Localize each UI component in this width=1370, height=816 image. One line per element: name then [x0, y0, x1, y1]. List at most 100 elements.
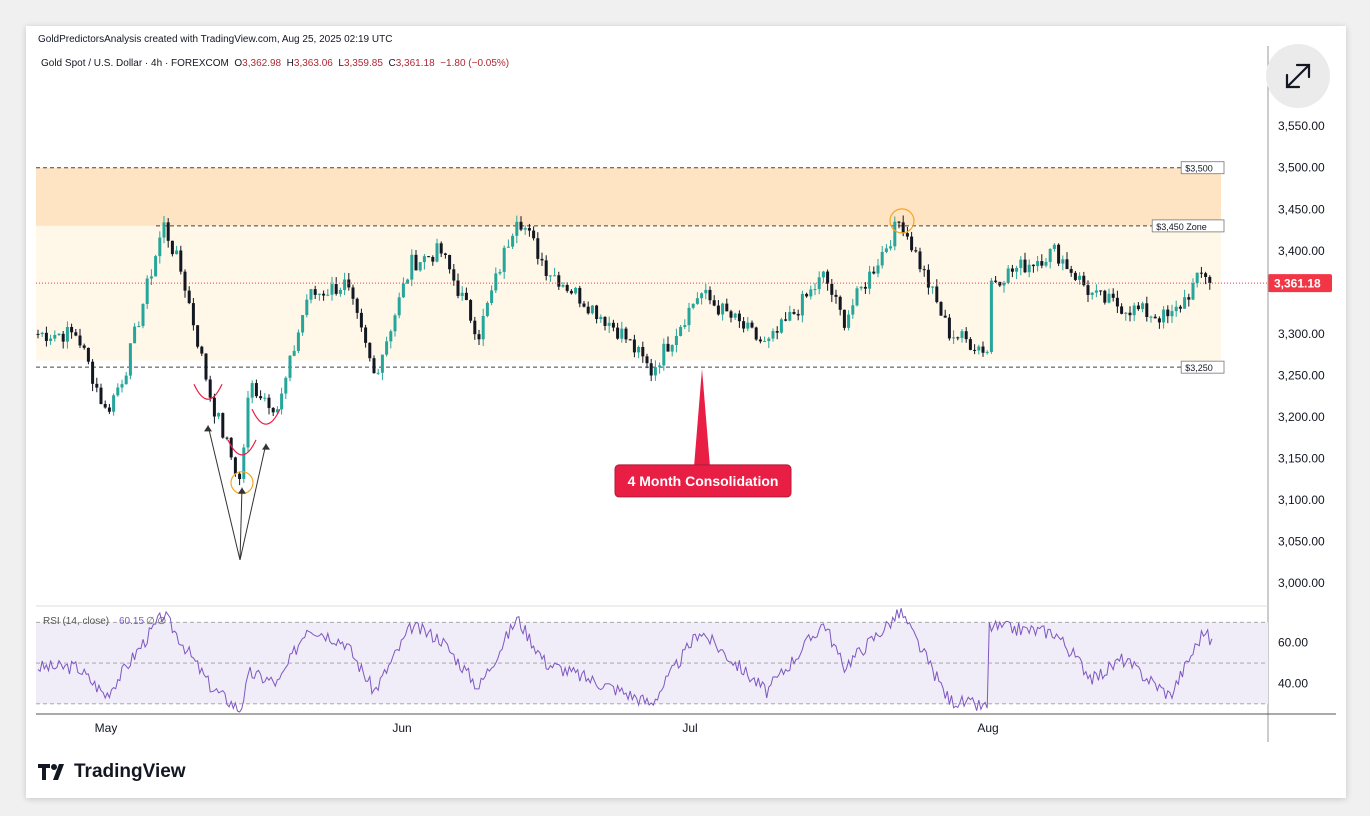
candle-body	[1136, 305, 1140, 310]
candle-body	[116, 387, 120, 396]
candle-body	[309, 289, 313, 300]
candle-body	[557, 275, 561, 287]
low-value: 3,359.85	[343, 58, 383, 69]
candle-body	[145, 278, 149, 304]
candle-body	[595, 305, 599, 320]
candle-body	[695, 298, 699, 304]
candle-body	[666, 343, 670, 352]
candle-body	[343, 279, 347, 290]
candle-body	[859, 286, 863, 289]
candle-body	[410, 254, 414, 280]
candle-body	[910, 236, 914, 251]
candle-body	[191, 303, 195, 326]
candle-body	[414, 254, 418, 271]
bottom-arrow	[207, 425, 241, 561]
candle-body	[175, 250, 179, 255]
time-tick-label: Aug	[977, 721, 998, 735]
candle-body	[544, 260, 548, 276]
candle-body	[149, 276, 153, 279]
candle-body	[956, 337, 960, 339]
candle-body	[36, 333, 40, 335]
candle-body	[393, 315, 397, 332]
price-chart: $3,500 $3,450 Zone $3,250 3,361.18 3,000.00 3…	[36, 46, 1336, 742]
candle-body	[1040, 261, 1044, 266]
candle-body	[1124, 312, 1128, 314]
rsi-tick-label: 40.00	[1278, 676, 1308, 690]
candle-body	[565, 284, 569, 291]
candle-body	[141, 303, 145, 326]
candle-body	[1178, 306, 1182, 309]
candle-body	[280, 393, 284, 410]
bottom-arrow	[239, 443, 267, 561]
brand-name: TradingView	[74, 761, 186, 782]
candle-body	[107, 407, 111, 412]
attribution: GoldPredictorsAnalysis created with Trad…	[38, 34, 393, 45]
expand-button[interactable]	[1266, 44, 1330, 108]
change-value: −1.80 (−0.05%)	[440, 58, 510, 69]
candle-body	[292, 350, 296, 356]
candle-body	[847, 314, 851, 328]
rsi-line	[37, 608, 1213, 713]
candle-body	[876, 265, 880, 274]
close-value: 3,361.18	[395, 58, 435, 69]
candle-body	[422, 256, 426, 263]
candle-body	[322, 293, 326, 296]
time-tick-label: Jun	[392, 721, 411, 735]
candle-body	[49, 338, 53, 341]
candle-body	[250, 383, 254, 398]
level-label-box	[1180, 161, 1225, 175]
candle-body	[603, 316, 607, 326]
candle-body	[511, 235, 515, 247]
candle-body	[469, 300, 473, 321]
candle-body	[658, 365, 662, 368]
candle-body	[1162, 309, 1166, 323]
candle-body	[784, 319, 788, 321]
candle-body	[708, 289, 712, 301]
candle-body	[334, 284, 338, 294]
candle-body	[1183, 297, 1187, 309]
candle-body	[939, 302, 943, 316]
candle-body	[1057, 244, 1061, 264]
candle-body	[704, 289, 708, 294]
price-tick-label: 3,450.00	[1278, 202, 1325, 216]
price-tick-label: 3,200.00	[1278, 410, 1325, 424]
candle-body	[65, 326, 69, 342]
candle-body	[527, 228, 531, 231]
candle-body	[800, 293, 804, 316]
candle-body	[809, 289, 813, 297]
candle-body	[918, 251, 922, 270]
candle-body	[477, 334, 481, 340]
candle-body	[620, 328, 624, 339]
candle-body	[435, 243, 439, 262]
candle-body	[1002, 282, 1006, 286]
candle-body	[221, 413, 225, 438]
resistance-zone	[36, 167, 1221, 226]
candle-body	[746, 322, 750, 329]
candle-body	[758, 339, 762, 342]
candle-body	[82, 345, 86, 348]
candle-body	[351, 287, 355, 299]
candle-body	[1006, 268, 1010, 283]
candle-body	[788, 311, 792, 321]
candle-body	[943, 315, 947, 318]
price-tick-label: 3,300.00	[1278, 327, 1325, 341]
candle-body	[683, 325, 687, 327]
time-tick-label: Jul	[682, 721, 697, 735]
candle-body	[922, 269, 926, 271]
candle-body	[359, 312, 363, 328]
candle-body	[599, 316, 603, 320]
candle-body	[364, 327, 368, 343]
callout-pointer	[694, 368, 710, 467]
candle-body	[1115, 297, 1119, 307]
candle-body	[842, 309, 846, 328]
candle-body	[427, 256, 431, 258]
candle-body	[95, 383, 99, 388]
candle-body	[607, 322, 611, 326]
candle-body	[1036, 261, 1040, 267]
candle-body	[133, 326, 137, 344]
candle-body	[1107, 293, 1111, 303]
candle-body	[721, 303, 725, 315]
level-label: $3,250	[1185, 363, 1213, 373]
candle-body	[742, 321, 746, 329]
candle-body	[490, 290, 494, 303]
